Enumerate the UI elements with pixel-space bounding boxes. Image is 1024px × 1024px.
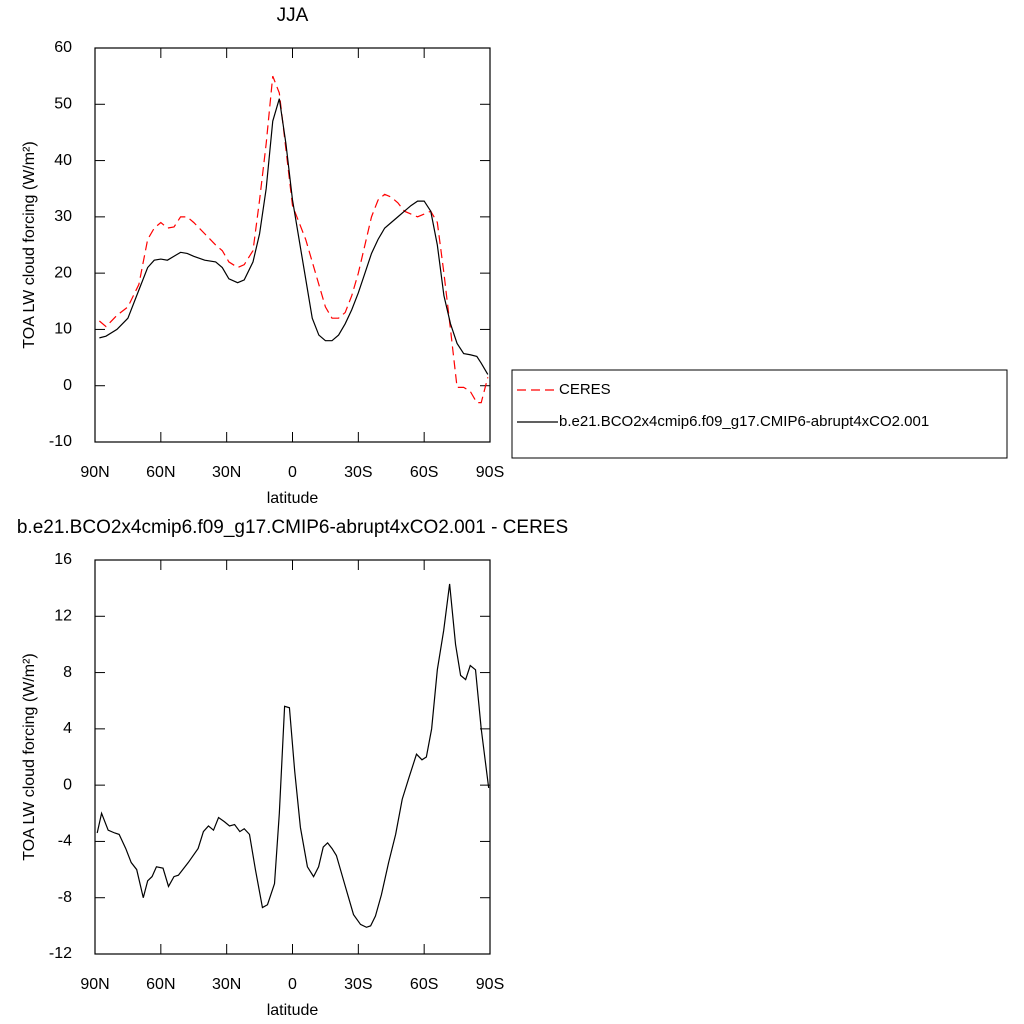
- y-tick-label: -12: [49, 945, 72, 962]
- y-tick-label: -8: [58, 889, 72, 906]
- x-tick-label: 30S: [344, 464, 372, 481]
- x-tick-label: 0: [288, 976, 297, 993]
- x-tick-label: 90N: [80, 464, 109, 481]
- data-line: [99, 75, 489, 404]
- x-tick-label: 30N: [212, 464, 241, 481]
- y-tick-label: 20: [54, 264, 72, 281]
- y-tick-label: -4: [58, 833, 72, 850]
- y-tick-label: 0: [63, 776, 72, 793]
- x-tick-label: 60N: [146, 976, 175, 993]
- x-tick-label: 60S: [410, 976, 438, 993]
- legend-label: CERES: [559, 381, 611, 398]
- x-tick-label: 90S: [476, 976, 504, 993]
- data-line: [99, 98, 489, 375]
- data-line: [96, 583, 490, 928]
- legend-box: [511, 369, 1008, 459]
- x-tick-label: 30N: [212, 976, 241, 993]
- plot-frame: [94, 47, 491, 443]
- y-tick-label: 40: [54, 152, 72, 169]
- y-tick-label: 16: [54, 551, 72, 568]
- y-tick-label: 8: [63, 664, 72, 681]
- plot-frame: [94, 559, 491, 955]
- x-tick-label: 60N: [146, 464, 175, 481]
- y-tick-label: 4: [63, 720, 72, 737]
- y-tick-label: 50: [54, 96, 72, 113]
- x-axis-label: latitude: [267, 1002, 319, 1019]
- x-tick-label: 90S: [476, 464, 504, 481]
- x-axis-label: latitude: [267, 490, 319, 507]
- y-axis-label: TOA LW cloud forcing (W/m²): [21, 141, 38, 348]
- y-tick-label: 12: [54, 608, 72, 625]
- legend-label: b.e21.BCO2x4cmip6.f09_g17.CMIP6-abrupt4x…: [559, 413, 929, 430]
- y-tick-label: 30: [54, 208, 72, 225]
- y-tick-label: 60: [54, 39, 72, 56]
- x-tick-label: 0: [288, 464, 297, 481]
- x-tick-label: 60S: [410, 464, 438, 481]
- y-axis-label: TOA LW cloud forcing (W/m²): [21, 653, 38, 860]
- chart-title: JJA: [277, 5, 309, 26]
- y-tick-label: 10: [54, 321, 72, 338]
- x-tick-label: 90N: [80, 976, 109, 993]
- chart-title: b.e21.BCO2x4cmip6.f09_g17.CMIP6-abrupt4x…: [17, 517, 568, 538]
- x-tick-label: 30S: [344, 976, 372, 993]
- y-tick-label: 0: [63, 377, 72, 394]
- y-tick-label: -10: [49, 433, 72, 450]
